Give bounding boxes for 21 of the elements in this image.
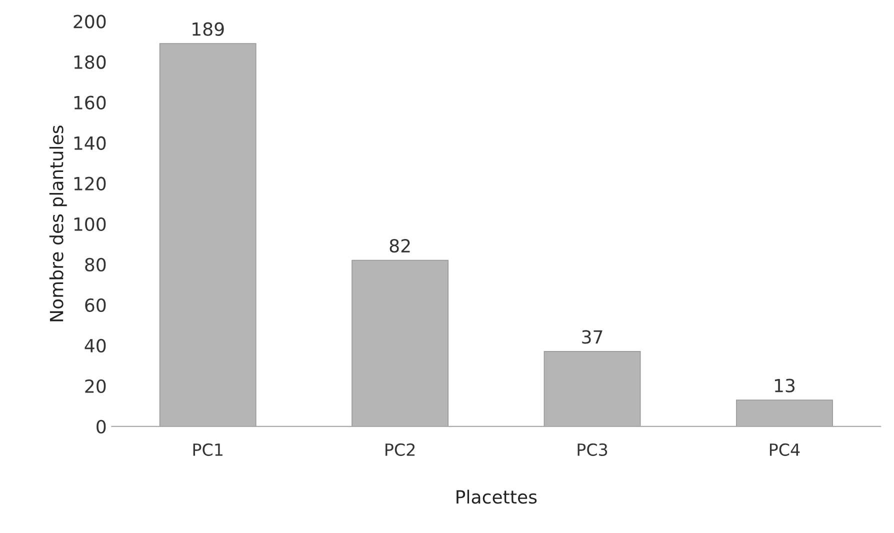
y-tick-label: 120 <box>74 176 106 190</box>
y-tick-label: 40 <box>84 338 106 352</box>
x-axis-title: Placettes <box>456 490 537 504</box>
x-tick-label: PC3 <box>578 443 608 456</box>
y-tick-label: 200 <box>74 14 106 28</box>
y-tick-label: 100 <box>74 217 106 231</box>
y-tick-label: 60 <box>85 298 106 312</box>
y-axis-title: Nombre des plantules <box>49 126 67 322</box>
y-tick-label: 20 <box>85 379 106 394</box>
data-label: 82 <box>390 238 410 253</box>
data-label: 13 <box>774 378 795 392</box>
y-tick-label: 140 <box>74 136 106 150</box>
y-tick-label: 180 <box>74 55 106 69</box>
y-tick-label: 80 <box>85 258 106 272</box>
y-tick-label: 0 <box>96 420 106 434</box>
x-tick-label: PC4 <box>770 443 800 456</box>
x-tick-label: PC2 <box>386 443 415 456</box>
y-tick-label: 160 <box>74 96 106 110</box>
data-label: 37 <box>582 330 602 344</box>
x-tick-label: PC1 <box>193 443 222 456</box>
data-label: 189 <box>192 22 224 36</box>
